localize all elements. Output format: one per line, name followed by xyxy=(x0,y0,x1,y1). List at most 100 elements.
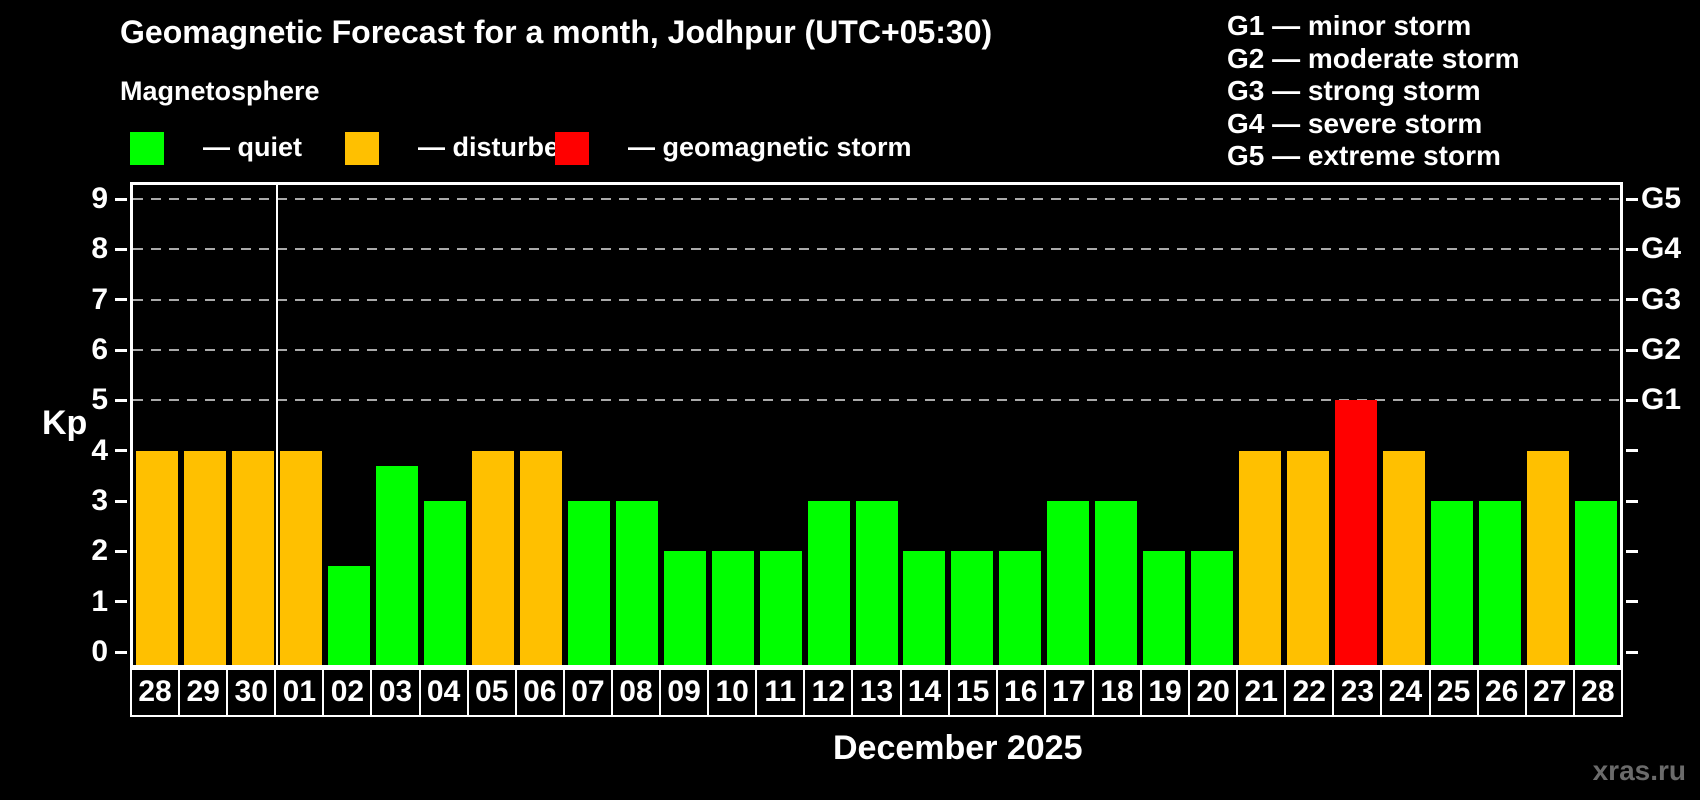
y-tick-right-6 xyxy=(1626,348,1638,352)
legend-label-storm: — geomagnetic storm xyxy=(628,132,912,162)
y-tick-right-5 xyxy=(1626,398,1638,402)
g-label-G1: G1 xyxy=(1641,383,1682,417)
y-axis-label: Kp xyxy=(42,404,88,442)
day-label-15: 15 xyxy=(947,668,998,717)
y-tick-right-4 xyxy=(1626,449,1638,453)
x-axis-title: December 2025 xyxy=(833,729,1083,767)
legend-label-disturbed: — disturbed xyxy=(418,132,576,162)
day-label-20: 20 xyxy=(1188,668,1239,717)
month-separator-line xyxy=(275,185,278,665)
y-tick-label-5: 5 xyxy=(91,383,108,417)
bar-day-07 xyxy=(567,501,610,665)
bar-day-26 xyxy=(1479,501,1522,665)
day-label-03: 03 xyxy=(370,668,421,717)
bar-day-24 xyxy=(1383,450,1426,665)
gridline-kp-9 xyxy=(133,198,1620,201)
y-tick-left-7 xyxy=(115,298,127,302)
y-tick-right-3 xyxy=(1626,499,1638,503)
bar-day-03 xyxy=(375,465,418,665)
y-tick-left-4 xyxy=(115,449,127,453)
y-tick-right-0 xyxy=(1626,650,1638,654)
x-axis-day-labels: 28 29 30 01 02 03 04 05 06 07 08 09 10 11 12 13 14 15 16 17… xyxy=(130,668,1623,717)
bar-day-10 xyxy=(711,551,754,665)
bar-day-16 xyxy=(999,551,1042,665)
g-scale-item-g4: G4 — severe storm xyxy=(1227,107,1483,139)
legend-swatch-quiet xyxy=(130,132,164,165)
day-label-26: 26 xyxy=(1476,668,1527,717)
bar-day-06 xyxy=(519,450,562,665)
bar-day-23 xyxy=(1335,400,1378,665)
y-tick-right-7 xyxy=(1626,298,1638,302)
day-label-13: 13 xyxy=(851,668,902,717)
day-label-28: 28 xyxy=(130,668,181,717)
day-label-12: 12 xyxy=(803,668,854,717)
g-scale-item-g1: G1 — minor storm xyxy=(1227,10,1472,41)
y-tick-left-3 xyxy=(115,499,127,503)
bar-day-14 xyxy=(903,551,946,665)
y-tick-right-1 xyxy=(1626,600,1638,604)
bar-day-25 xyxy=(1431,501,1474,665)
gridline-kp-5 xyxy=(133,399,1620,402)
y-tick-label-1: 1 xyxy=(91,584,108,618)
g-label-G5: G5 xyxy=(1641,182,1682,216)
bar-day-18 xyxy=(1095,501,1138,665)
y-tick-label-2: 2 xyxy=(91,534,108,568)
bar-day-09 xyxy=(663,551,706,665)
y-tick-label-7: 7 xyxy=(91,282,108,316)
y-tick-left-2 xyxy=(115,549,127,553)
bar-day-05 xyxy=(471,450,514,665)
day-label-01: 01 xyxy=(274,668,325,717)
day-label-27: 27 xyxy=(1524,668,1575,717)
bar-day-12 xyxy=(807,501,850,665)
day-label-29: 29 xyxy=(178,668,229,717)
day-label-11: 11 xyxy=(755,668,806,717)
bar-day-30 xyxy=(231,450,274,665)
day-label-02: 02 xyxy=(322,668,373,717)
day-label-25: 25 xyxy=(1428,668,1479,717)
day-label-21: 21 xyxy=(1236,668,1287,717)
g-label-G3: G3 xyxy=(1641,282,1682,316)
bar-day-13 xyxy=(855,501,898,665)
bar-day-08 xyxy=(615,501,658,665)
y-tick-left-5 xyxy=(115,398,127,402)
day-label-10: 10 xyxy=(707,668,758,717)
legend-swatch-storm xyxy=(555,132,589,165)
legend-label-quiet: — quiet xyxy=(203,132,302,162)
day-label-18: 18 xyxy=(1091,668,1142,717)
day-label-23: 23 xyxy=(1332,668,1383,717)
day-label-14: 14 xyxy=(899,668,950,717)
y-tick-left-1 xyxy=(115,600,127,604)
day-label-07: 07 xyxy=(562,668,613,717)
bar-day-11 xyxy=(759,551,802,665)
day-label-28: 28 xyxy=(1572,668,1623,717)
legend-swatch-disturbed xyxy=(345,132,379,165)
y-tick-label-8: 8 xyxy=(91,232,108,266)
y-tick-label-4: 4 xyxy=(91,433,108,467)
day-label-06: 06 xyxy=(514,668,565,717)
y-tick-left-0 xyxy=(115,650,127,654)
y-tick-left-9 xyxy=(115,197,127,201)
day-label-22: 22 xyxy=(1284,668,1335,717)
day-label-16: 16 xyxy=(995,668,1046,717)
g-scale-item-g3: G3 — strong storm xyxy=(1227,75,1481,106)
bar-day-17 xyxy=(1047,501,1090,665)
y-tick-right-9 xyxy=(1626,197,1638,201)
g-label-G2: G2 xyxy=(1641,333,1682,367)
y-tick-left-6 xyxy=(115,348,127,352)
g-scale-item-g2: G2 — moderate storm xyxy=(1227,42,1520,74)
bar-day-15 xyxy=(951,551,994,665)
bar-day-01 xyxy=(279,450,322,665)
bar-day-29 xyxy=(183,450,226,665)
g-scale-legend: G1 — minor storm G2 — moderate storm G3 … xyxy=(1227,10,1520,173)
day-label-19: 19 xyxy=(1139,668,1191,717)
y-tick-left-8 xyxy=(115,247,127,251)
watermark: xras.ru xyxy=(1592,755,1686,786)
day-label-30: 30 xyxy=(226,668,277,717)
day-label-04: 04 xyxy=(418,668,469,717)
gridline-kp-8 xyxy=(133,248,1620,251)
y-tick-label-9: 9 xyxy=(91,182,108,216)
plot-area: 0 1 2 3 4 5 6 7 8 9 G1 G2 G3 G4 G5 xyxy=(91,182,1681,668)
bar-day-22 xyxy=(1287,450,1330,665)
y-tick-right-2 xyxy=(1626,549,1638,553)
